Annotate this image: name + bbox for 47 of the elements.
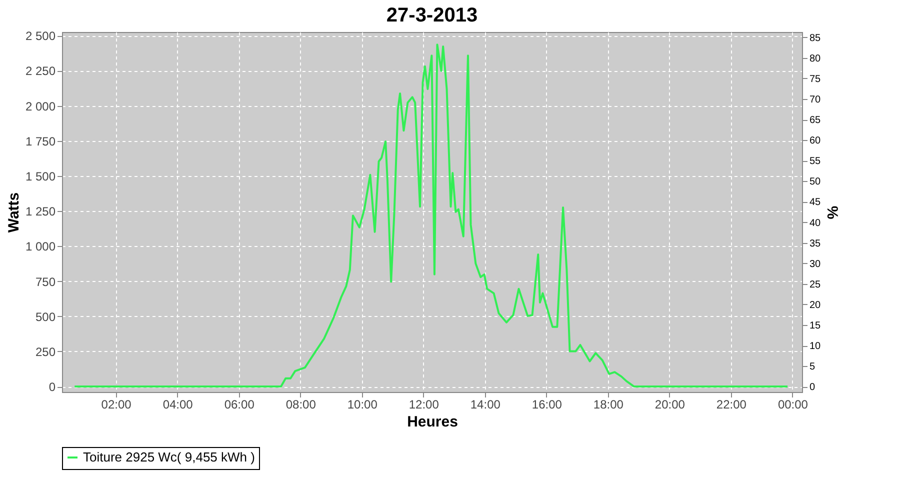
y2-tick-label: 5	[810, 362, 816, 373]
y2-tick-label: 20	[810, 300, 822, 311]
y-tick-label: 1 250	[25, 204, 56, 219]
x-tick-label: 02:00	[101, 398, 132, 412]
x-tick-label: 10:00	[347, 398, 378, 412]
y2-tick-label: 85	[810, 32, 822, 44]
x-tick-label: 00:00	[778, 398, 808, 412]
y2-tick-label: 15	[810, 320, 822, 332]
y2-tick-label: 80	[810, 53, 822, 64]
x-tick-label: 20:00	[654, 398, 686, 412]
y-tick-label: 500	[35, 310, 56, 324]
y-tick-label: 2 000	[25, 99, 56, 114]
y2-tick-label: 60	[810, 136, 822, 147]
y2-tick-label: 10	[810, 341, 822, 352]
y-tick-label: 2 500	[25, 29, 56, 44]
line-series	[74, 44, 789, 388]
y2-tick-label: 70	[810, 94, 822, 106]
y2-tick-label: 0	[810, 382, 816, 394]
x-tick-label: 22:00	[716, 398, 747, 412]
y2-axis-title: %	[824, 206, 841, 220]
x-axis-title: Heures	[407, 414, 458, 430]
y-tick-label: 2 250	[25, 64, 56, 78]
y-tick-label: 1 500	[25, 170, 56, 184]
y2-tick-label: 35	[810, 238, 822, 250]
legend-label: Toiture 2925 Wc( 9,455 kWh )	[83, 450, 255, 464]
y-tick-label: 250	[35, 344, 56, 359]
y2-tick-label: 75	[810, 74, 822, 85]
y2-tick-label: 65	[810, 115, 822, 126]
y2-tick-label: 40	[810, 218, 822, 229]
x-tick-label: 16:00	[532, 398, 562, 412]
y-tick-label: 750	[35, 274, 56, 289]
chart-title: 27-3-2013	[386, 4, 478, 26]
x-tick-label: 08:00	[286, 398, 316, 412]
x-tick-label: 12:00	[408, 398, 440, 412]
y-tick-label: 1 750	[25, 134, 56, 148]
x-tick-label: 04:00	[162, 398, 194, 412]
y-axis-title: Watts	[5, 192, 22, 233]
y2-tick-label: 30	[810, 258, 822, 270]
x-tick-label: 06:00	[224, 398, 255, 412]
y2-tick-label: 55	[810, 156, 822, 168]
y-tick-label: 1 000	[25, 240, 56, 254]
y2-tick-label: 50	[810, 176, 822, 188]
y-tick-label: 0	[48, 380, 56, 394]
x-tick-label: 18:00	[593, 398, 624, 412]
x-tick-label: 14:00	[470, 398, 501, 412]
y2-tick-label: 45	[810, 197, 822, 208]
y2-tick-label: 25	[810, 279, 822, 290]
